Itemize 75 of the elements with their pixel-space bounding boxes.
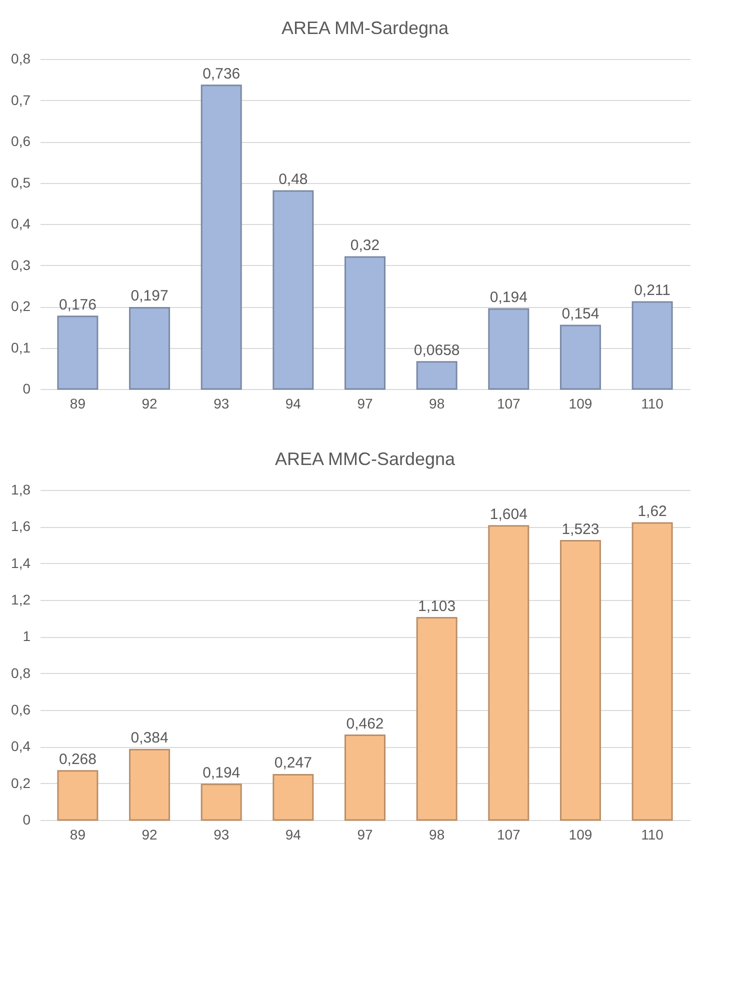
data-label: 0,0658 [414,342,460,359]
y-tick-label: 0,2 [11,774,31,791]
y-tick-label: 0,4 [11,216,31,232]
x-tick-label: 98 [429,826,445,842]
y-tick-label: 0,8 [11,50,31,66]
x-tick-label: 92 [142,396,158,412]
data-label: 1,103 [418,598,456,615]
y-tick-label: 0 [22,812,31,828]
x-tick-label: 110 [641,396,664,412]
x-tick-label: 109 [568,396,592,412]
data-label: 0,268 [58,750,96,768]
data-label: 0,384 [130,730,168,747]
bar [57,770,98,821]
bar [416,617,458,821]
y-tick-label: 1,6 [11,518,31,534]
data-label: 1,523 [562,520,600,538]
x-tick-label: 93 [214,826,230,842]
x-tick-label: 107 [496,826,521,842]
data-label: 0,462 [346,715,384,732]
data-label: 0,194 [490,288,528,306]
bar [129,306,170,390]
bar [272,774,314,821]
y-tick-label: 0,6 [11,133,31,149]
x-tick-label: 94 [285,826,302,842]
y-tick-label: 1 [22,628,31,644]
bar [488,525,530,821]
y-tick-label: 0,8 [11,664,31,681]
data-label: 0,154 [562,305,600,322]
bar [57,316,98,390]
data-label: 0,197 [130,288,168,305]
bar [344,256,386,390]
bar [632,522,673,821]
x-tick-label: 94 [285,396,302,412]
y-tick-label: 0,2 [11,298,31,314]
bar [200,84,242,390]
bar [560,324,601,390]
data-label: 0,48 [278,171,308,188]
x-tick-label: 97 [357,396,373,412]
data-label: 1,62 [638,503,667,520]
bar [560,540,601,821]
bar [200,784,242,821]
x-tick-label: 89 [70,396,86,412]
y-tick-label: 0,4 [11,738,31,754]
y-tick-label: 1,2 [11,592,31,608]
data-label: 0,176 [58,296,96,314]
data-label: 0,211 [634,282,671,299]
bar [129,748,170,821]
bar [272,190,314,390]
y-tick-label: 0,1 [11,339,31,356]
y-tick-label: 1,4 [11,554,31,571]
bar [344,734,386,821]
y-tick-label: 0,6 [11,702,31,718]
chart-title: AREA MM-Sardegna [281,18,450,38]
y-tick-label: 0,7 [11,92,31,108]
x-tick-label: 110 [641,826,664,842]
data-label: 0,247 [274,754,312,772]
y-tick-label: 0,5 [11,174,31,190]
y-tick-label: 0 [22,380,31,396]
x-tick-label: 93 [214,396,230,412]
y-tick-label: 0,3 [11,256,31,273]
bar [488,308,530,390]
y-tick-label: 1,8 [11,482,31,498]
bar [416,361,458,390]
x-tick-label: 97 [357,826,373,842]
bar [632,301,673,390]
x-tick-label: 107 [496,396,521,412]
x-tick-label: 89 [70,826,86,842]
data-label: 0,736 [202,65,240,82]
data-label: 1,604 [490,506,528,523]
data-label: 0,32 [350,237,380,254]
x-tick-label: 92 [142,826,158,842]
chart-title: AREA MMC-Sardegna [274,449,456,469]
x-tick-label: 98 [429,396,445,412]
x-tick-label: 109 [568,826,592,842]
data-label: 0,194 [202,764,240,782]
